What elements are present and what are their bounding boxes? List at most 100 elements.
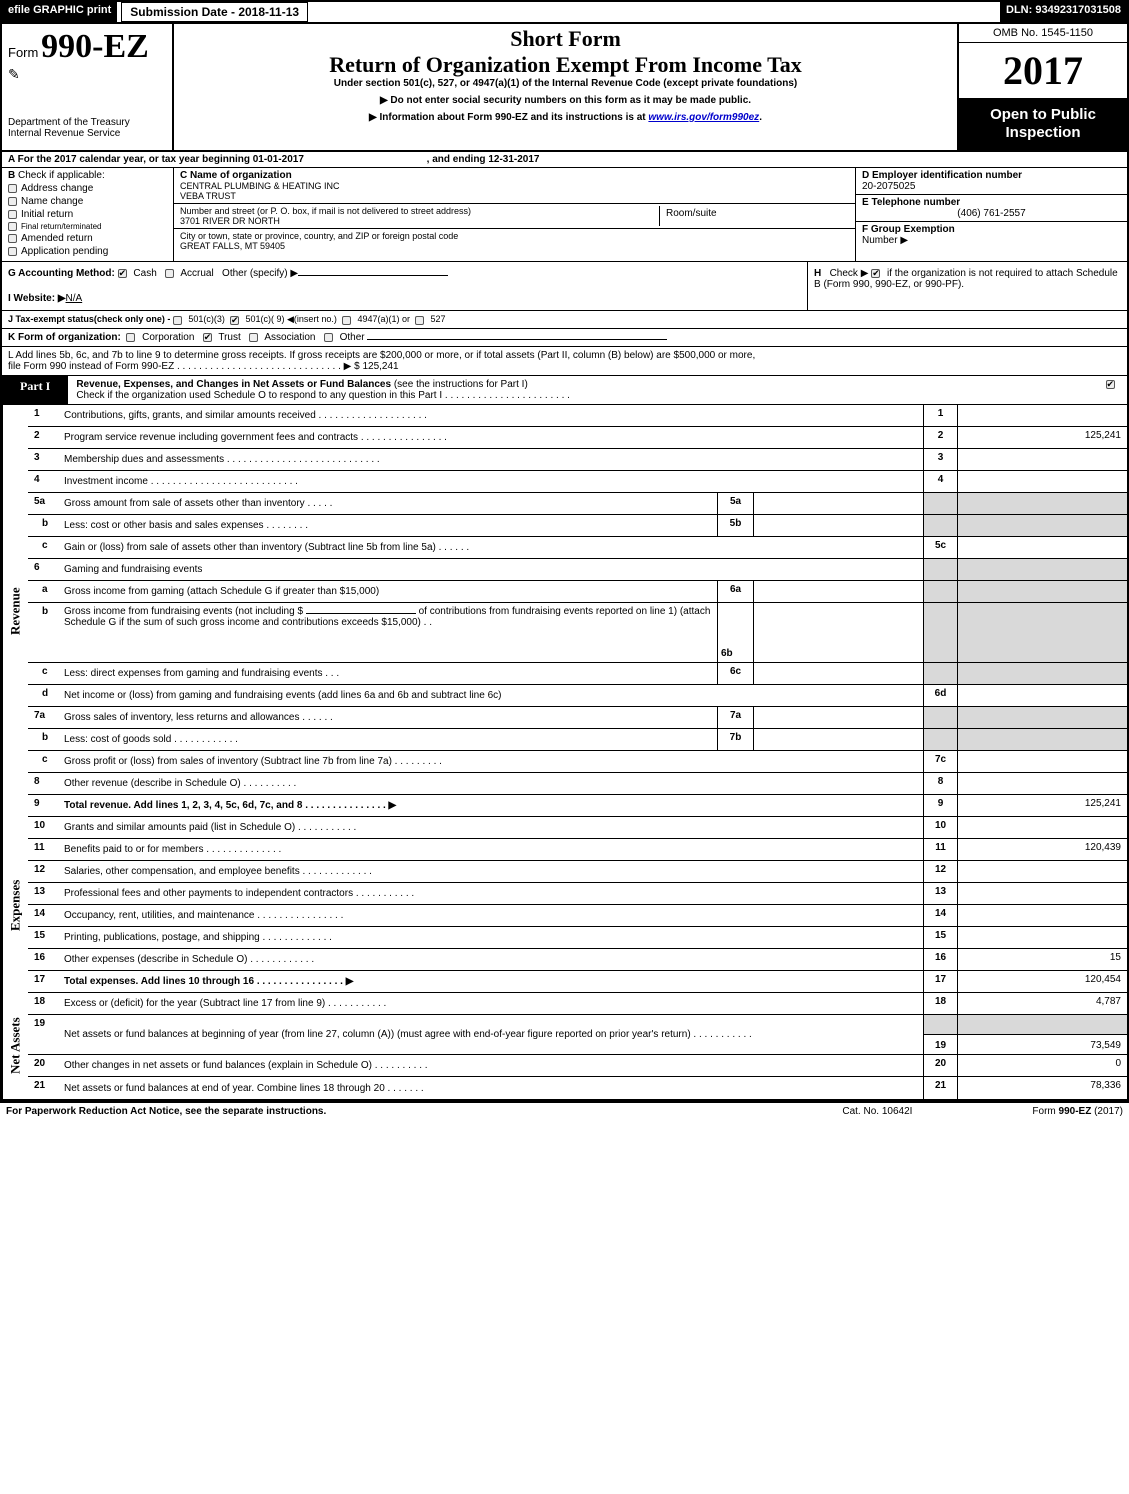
info-suffix: . <box>759 112 762 123</box>
checkbox-amended-return[interactable] <box>8 234 17 243</box>
line-2: 2 Program service revenue including gove… <box>28 427 1127 449</box>
line-7c: c Gross profit or (loss) from sales of i… <box>28 751 1127 773</box>
header-right-col: OMB No. 1545-1150 2017 Open to Public In… <box>957 24 1127 150</box>
checkbox-501c[interactable] <box>230 316 239 325</box>
efile-print-label: efile GRAPHIC print <box>2 2 117 22</box>
revenue-side-label: Revenue <box>2 405 28 817</box>
page-footer: For Paperwork Reduction Act Notice, see … <box>0 1103 1129 1120</box>
form-prefix: Form <box>8 45 38 60</box>
line-10: 10 Grants and similar amounts paid (list… <box>28 817 1127 839</box>
line-21: 21 Net assets or fund balances at end of… <box>28 1077 1127 1099</box>
other-specify-input[interactable] <box>298 275 448 276</box>
checkbox-trust[interactable] <box>203 333 212 342</box>
checkbox-cash[interactable] <box>118 269 127 278</box>
line-j-tax-exempt: J Tax-exempt status(check only one) - 50… <box>2 311 1127 329</box>
checkbox-other-org[interactable] <box>324 333 333 342</box>
line-6: 6 Gaming and fundraising events <box>28 559 1127 581</box>
line-17: 17 Total expenses. Add lines 10 through … <box>28 971 1127 993</box>
tax-year: 2017 <box>959 43 1127 98</box>
checkbox-schedule-o-part-i[interactable] <box>1106 380 1115 389</box>
dept-irs: Internal Revenue Service <box>8 128 166 139</box>
section-b-c-def: B Check if applicable: Address change Na… <box>2 168 1127 262</box>
omb-number: OMB No. 1545-1150 <box>959 24 1127 43</box>
part-i-title: Revenue, Expenses, and Changes in Net As… <box>76 379 391 390</box>
irs-form990ez-link[interactable]: www.irs.gov/form990ez <box>648 112 759 123</box>
ein-value: 20-2075025 <box>862 181 1121 192</box>
line-20: 20 Other changes in net assets or fund b… <box>28 1055 1127 1077</box>
line-k-form-org: K Form of organization: Corporation Trus… <box>2 329 1127 347</box>
ssn-warning: ▶ Do not enter social security numbers o… <box>182 95 949 106</box>
header-left-col: Form 990-EZ ✎ Department of the Treasury… <box>2 24 174 150</box>
line-6a: a Gross income from gaming (attach Sched… <box>28 581 1127 603</box>
org-street: 3701 RIVER DR NORTH <box>180 216 659 226</box>
line-6c: c Less: direct expenses from gaming and … <box>28 663 1127 685</box>
line-11: 11 Benefits paid to or for members . . .… <box>28 839 1127 861</box>
line-16: 16 Other expenses (describe in Schedule … <box>28 949 1127 971</box>
checkbox-address-change[interactable] <box>8 184 17 193</box>
org-city-state-zip: GREAT FALLS, MT 59405 <box>180 241 849 251</box>
line-6d: d Net income or (loss) from gaming and f… <box>28 685 1127 707</box>
checkbox-501c3[interactable] <box>173 316 182 325</box>
line-16-value: 15 <box>957 949 1127 970</box>
checkbox-initial-return[interactable] <box>8 210 17 219</box>
line-9-value: 125,241 <box>957 795 1127 816</box>
part-i-label: Part I <box>2 376 68 404</box>
paperwork-notice: For Paperwork Reduction Act Notice, see … <box>6 1106 326 1117</box>
line-17-value: 120,454 <box>957 971 1127 992</box>
line-20-value: 0 <box>957 1055 1127 1076</box>
line-19: 19 Net assets or fund balances at beginn… <box>28 1015 1127 1055</box>
box-c-org-info: C Name of organization CENTRAL PLUMBING … <box>174 168 855 261</box>
telephone-value: (406) 761-2557 <box>862 208 1121 219</box>
checkbox-association[interactable] <box>249 333 258 342</box>
expenses-side-label: Expenses <box>2 817 28 993</box>
line-13: 13 Professional fees and other payments … <box>28 883 1127 905</box>
efile-icon: ✎ <box>8 66 20 82</box>
line-12: 12 Salaries, other compensation, and emp… <box>28 861 1127 883</box>
checkbox-schedule-b-not-required[interactable] <box>871 269 880 278</box>
line-7b: b Less: cost of goods sold . . . . . . .… <box>28 729 1127 751</box>
other-org-input[interactable] <box>367 339 667 340</box>
submission-date: Submission Date - 2018-11-13 <box>121 2 308 22</box>
fundraising-amount-input[interactable] <box>306 613 416 614</box>
checkbox-527[interactable] <box>415 316 424 325</box>
checkbox-name-change[interactable] <box>8 197 17 206</box>
catalog-number: Cat. No. 10642I <box>842 1106 912 1117</box>
checkbox-application-pending[interactable] <box>8 247 17 256</box>
info-prefix: ▶ Information about Form 990-EZ and its … <box>369 112 648 123</box>
part-i-header: Part I Revenue, Expenses, and Changes in… <box>2 376 1127 405</box>
checkbox-corporation[interactable] <box>126 333 135 342</box>
top-bar: efile GRAPHIC print Submission Date - 20… <box>2 2 1127 24</box>
line-14: 14 Occupancy, rent, utilities, and maint… <box>28 905 1127 927</box>
short-form-title: Short Form <box>182 26 949 52</box>
line-11-value: 120,439 <box>957 839 1127 860</box>
org-name-line1: CENTRAL PLUMBING & HEATING INC <box>180 181 849 191</box>
return-title: Return of Organization Exempt From Incom… <box>182 52 949 78</box>
checkbox-4947a1[interactable] <box>342 316 351 325</box>
line-5a: 5a Gross amount from sale of assets othe… <box>28 493 1127 515</box>
header-mid-col: Short Form Return of Organization Exempt… <box>174 24 957 150</box>
checkbox-final-return[interactable] <box>8 222 17 231</box>
website-value: N/A <box>66 293 83 304</box>
open-to-public: Open to Public Inspection <box>959 98 1127 150</box>
form-footer-label: Form 990-EZ (2017) <box>1032 1106 1123 1117</box>
line-19-value: 73,549 <box>1090 1040 1121 1051</box>
info-link-line: ▶ Information about Form 990-EZ and its … <box>182 112 949 123</box>
net-assets-side-label: Net Assets <box>2 993 28 1099</box>
checkbox-accrual[interactable] <box>165 269 174 278</box>
dept-treasury: Department of the Treasury <box>8 117 166 128</box>
line-2-value: 125,241 <box>957 427 1127 448</box>
line-4: 4 Investment income . . . . . . . . . . … <box>28 471 1127 493</box>
revenue-section: Revenue 1 Contributions, gifts, grants, … <box>2 405 1127 817</box>
line-18-value: 4,787 <box>957 993 1127 1014</box>
org-name-line2: VEBA TRUST <box>180 191 849 201</box>
box-g-i: G Accounting Method: Cash Accrual Other … <box>2 262 807 310</box>
section-g-h-i: G Accounting Method: Cash Accrual Other … <box>2 262 1127 311</box>
line-5b: b Less: cost or other basis and sales ex… <box>28 515 1127 537</box>
dln-label: DLN: 93492317031508 <box>1000 2 1127 22</box>
net-assets-section: Net Assets 18 Excess or (deficit) for th… <box>2 993 1127 1101</box>
line-15: 15 Printing, publications, postage, and … <box>28 927 1127 949</box>
line-6b: b Gross income from fundraising events (… <box>28 603 1127 663</box>
line-3: 3 Membership dues and assessments . . . … <box>28 449 1127 471</box>
form-number: 990-EZ <box>41 28 149 65</box>
under-section-text: Under section 501(c), 527, or 4947(a)(1)… <box>182 78 949 89</box>
